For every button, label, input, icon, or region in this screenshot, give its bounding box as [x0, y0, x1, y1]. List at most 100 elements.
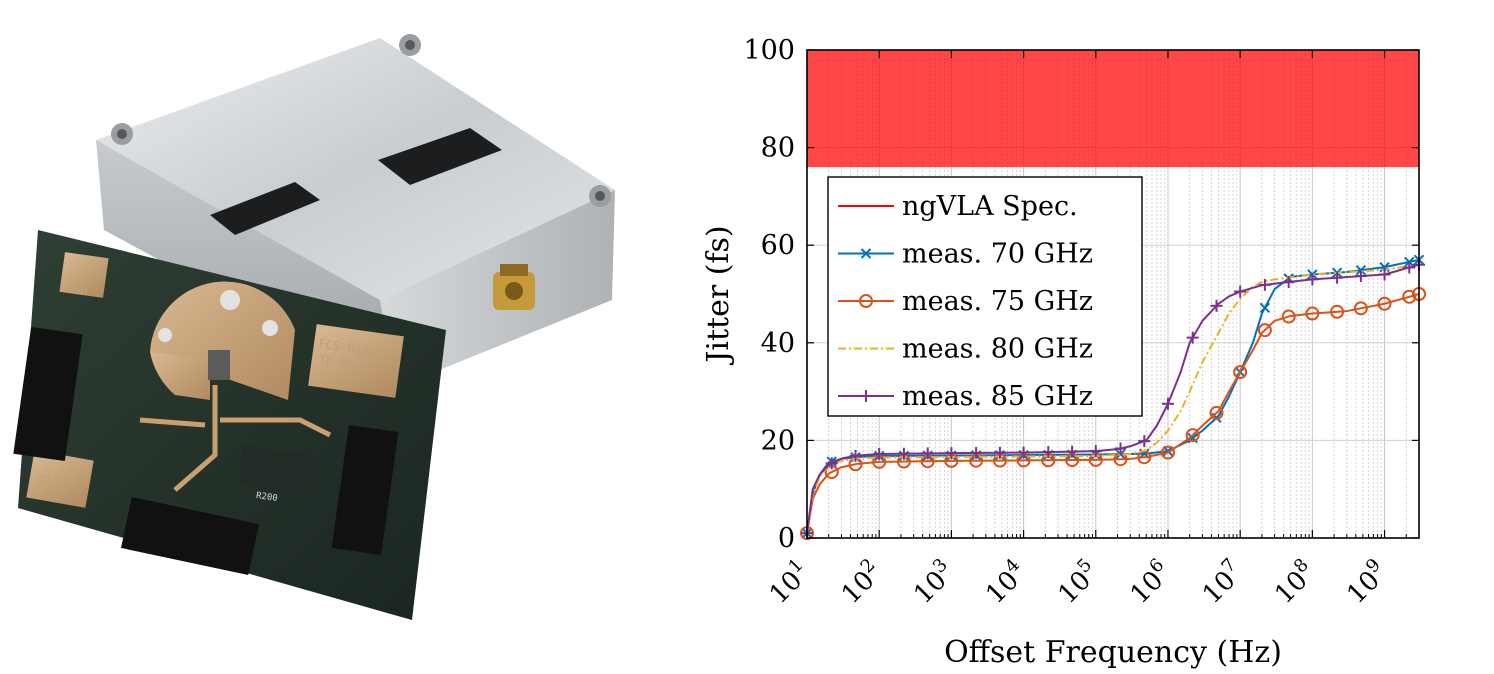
y-tick-label: 80	[761, 133, 795, 164]
legend-entry: meas. 85 GHz	[838, 381, 1093, 412]
y-tick-label: 0	[778, 523, 795, 554]
y-axis-label: Jitter (fs)	[701, 225, 736, 365]
series-line	[806, 293, 1420, 534]
data-point	[1209, 405, 1224, 420]
data-point	[1353, 301, 1368, 316]
svg-text:108: 108	[1266, 554, 1322, 610]
gold-pad	[308, 324, 404, 398]
x-tick-label: 104	[978, 554, 1034, 610]
data-point	[1402, 289, 1417, 304]
data-point	[1258, 278, 1271, 291]
antenna-disc	[150, 281, 295, 400]
svg-text:103: 103	[905, 554, 961, 610]
data-point	[1281, 309, 1296, 324]
gold-pad	[26, 450, 94, 508]
legend-marker	[860, 390, 872, 402]
data-point	[1089, 445, 1102, 458]
data-point	[970, 446, 983, 459]
x-tick-label: 106	[1122, 554, 1178, 610]
y-tick-label: 20	[761, 425, 795, 456]
connector-right	[331, 425, 399, 555]
chip-icon	[208, 350, 230, 380]
legend-label: meas. 75 GHz	[902, 286, 1093, 317]
legend-label: ngVLA Spec.	[902, 191, 1078, 222]
x-tick-label: 107	[1194, 554, 1250, 610]
data-point	[1185, 428, 1200, 443]
data-point	[849, 449, 862, 462]
y-tick-label: 100	[743, 35, 795, 66]
x-tick-label: 102	[833, 554, 889, 610]
svg-text:102: 102	[833, 554, 889, 610]
data-point	[1330, 304, 1345, 319]
svg-text:101: 101	[761, 554, 817, 610]
legend-entry: ngVLA Spec.	[838, 191, 1078, 222]
sma-connector	[493, 264, 535, 310]
data-point	[1378, 268, 1391, 281]
spec-band	[807, 50, 1419, 168]
connector-left	[13, 327, 83, 461]
legend-marker	[860, 248, 872, 259]
series-3	[806, 263, 1420, 534]
data-point	[945, 447, 958, 460]
series-line	[806, 263, 1420, 534]
svg-text:106: 106	[1122, 554, 1178, 610]
x-tick-label: 108	[1266, 554, 1322, 610]
plot-frame	[806, 49, 1420, 539]
svg-text:107: 107	[1194, 554, 1250, 610]
board-label: ctthz	[37, 470, 75, 490]
pcb-board: RUB FCS-Radar TB_Rev1 ctthz R200	[13, 230, 446, 620]
product-photo: RUB FCS-Radar TB_Rev1 ctthz R200	[13, 34, 615, 620]
x-tick-label: 103	[905, 554, 961, 610]
data-point	[1305, 306, 1320, 321]
legend-label: meas. 80 GHz	[902, 334, 1093, 365]
data-point	[1042, 446, 1055, 459]
data-point	[1233, 365, 1248, 380]
data-point	[921, 447, 934, 460]
x-tick-label: 105	[1050, 554, 1106, 610]
connector-bottom	[121, 497, 259, 575]
waveguide-opening-right	[378, 128, 502, 185]
legend-entry: meas. 70 GHz	[838, 239, 1093, 270]
data-point	[1138, 435, 1151, 448]
data-point	[1354, 270, 1367, 283]
regulator-area	[237, 445, 313, 495]
svg-text:109: 109	[1339, 554, 1395, 610]
legend-label: meas. 85 GHz	[902, 381, 1093, 412]
data-point	[1114, 442, 1127, 455]
data-point	[1282, 276, 1295, 289]
data-point	[1403, 261, 1416, 274]
series-line	[806, 263, 1420, 534]
waveguide-opening-left	[210, 182, 320, 235]
y-tick-label: 40	[761, 328, 795, 359]
data-point	[1161, 397, 1174, 410]
data-point	[1234, 285, 1247, 298]
legend-entry: meas. 80 GHz	[838, 334, 1093, 365]
data-point	[897, 447, 910, 460]
svg-text:105: 105	[1050, 554, 1106, 610]
data-point	[1259, 302, 1271, 313]
x-tick-label: 109	[1339, 554, 1395, 610]
data-point	[993, 446, 1006, 459]
legend-entry: meas. 75 GHz	[838, 286, 1093, 317]
component-label: R200	[255, 491, 278, 504]
y-tick-label: 60	[761, 230, 795, 261]
legend-marker	[859, 294, 873, 308]
data-point	[1066, 445, 1079, 458]
gold-pad	[59, 252, 109, 298]
legend-label: meas. 70 GHz	[902, 239, 1093, 270]
data-point	[1017, 446, 1030, 459]
data-point	[1186, 331, 1199, 344]
data-point	[1210, 299, 1223, 312]
data-point	[1306, 273, 1319, 286]
series-layer	[800, 254, 1426, 541]
x-tick-label: 101	[761, 554, 817, 610]
data-point	[1331, 271, 1344, 284]
board-label: RUB	[65, 282, 88, 299]
x-axis-label: Offset Frequency (Hz)	[944, 635, 1282, 670]
legend-box	[827, 176, 1143, 417]
data-point	[1257, 323, 1272, 338]
svg-text:104: 104	[978, 554, 1034, 610]
data-point	[873, 448, 886, 461]
data-point	[825, 457, 838, 470]
